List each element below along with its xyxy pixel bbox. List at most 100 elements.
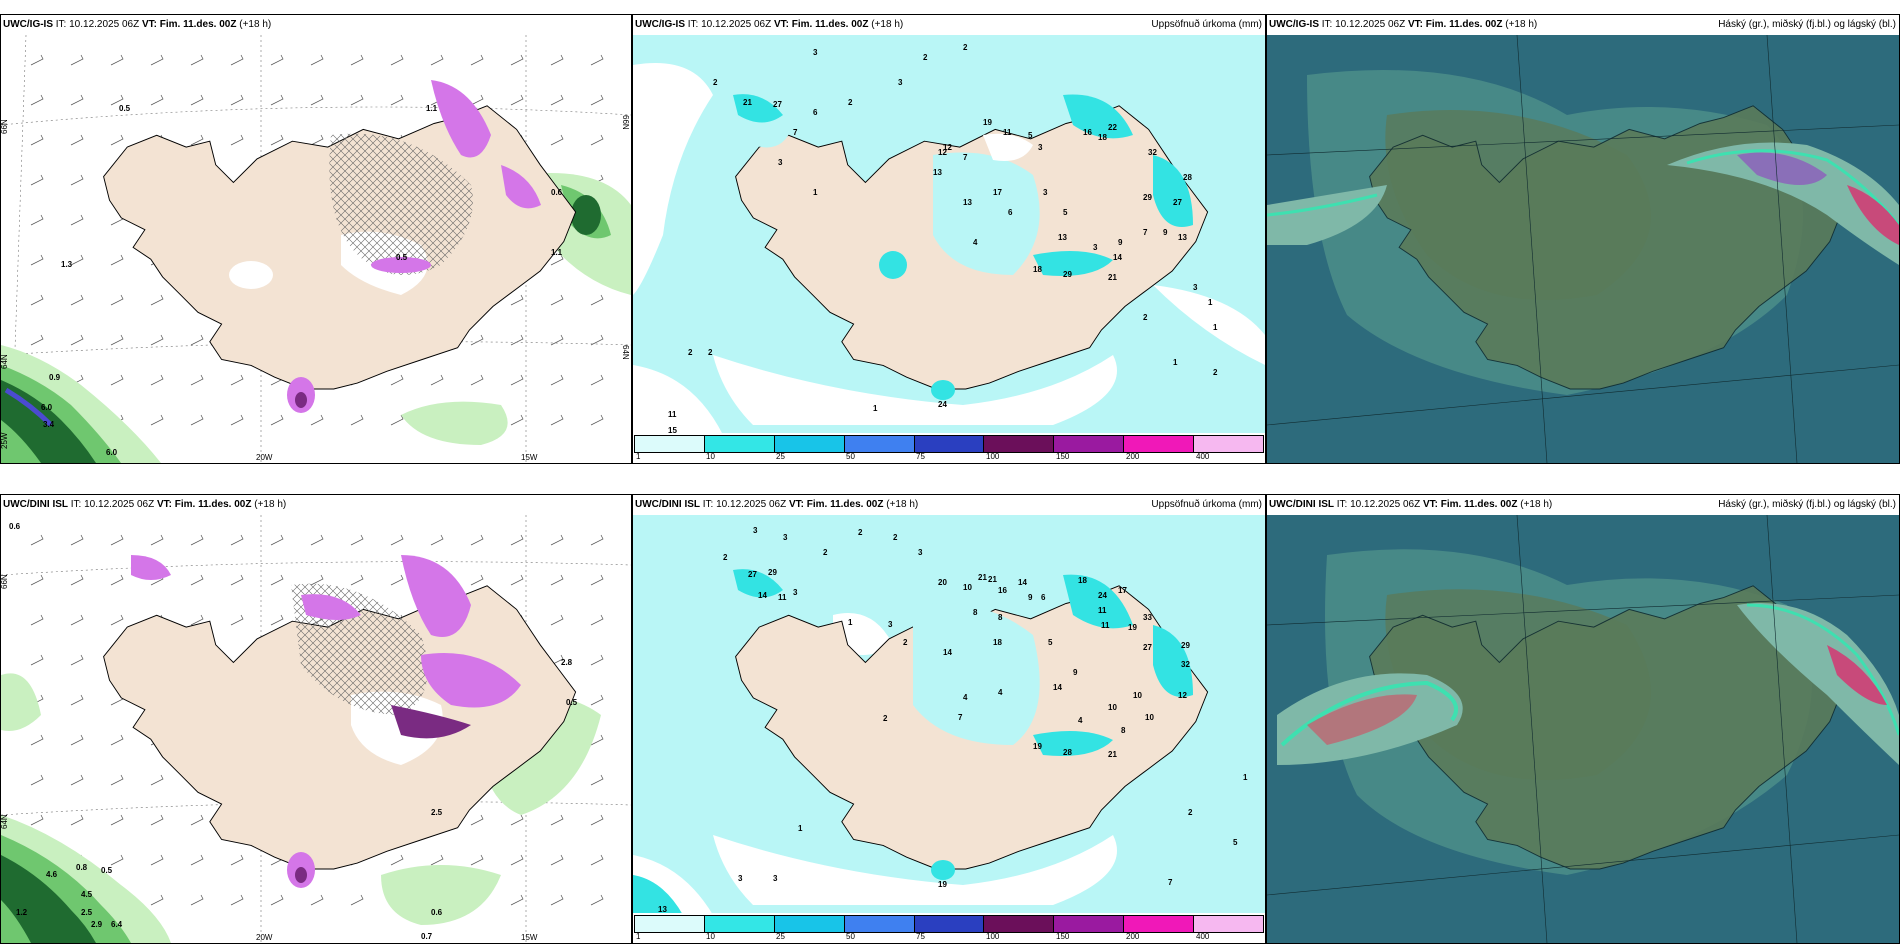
panel-header: UWC/DINI ISL IT: 10.12.2025 06Z VT: Fim.…	[1, 495, 631, 515]
it-value: 10.12.2025 06Z	[716, 499, 787, 510]
panel-header: UWC/DINI ISL IT: 10.12.2025 06Z VT: Fim.…	[1267, 495, 1899, 515]
lat-label: 64N	[1, 814, 9, 829]
precip-value: 21	[988, 575, 997, 584]
panel-top-middle-accum-precip: UWC/IG-IS IT: 10.12.2025 06Z VT: Fim. 11…	[632, 14, 1266, 464]
colorbar-tick: 100	[986, 452, 1000, 461]
value-label: 0.7	[421, 932, 433, 941]
value-label: 2.5	[81, 908, 93, 917]
colorbar-tick: 10	[706, 452, 715, 461]
lon-label: 15W	[521, 933, 538, 942]
colorbar-swatch	[635, 436, 705, 452]
panel-title: Háský (gr.), miðský (fj.bl.) og lágský (…	[1718, 19, 1896, 30]
precip-value: 27	[1173, 198, 1182, 207]
precip-value: 9	[1028, 593, 1033, 602]
value-label: 0.5	[119, 104, 131, 113]
precip-value: 15	[668, 426, 677, 435]
it-label: IT:	[687, 19, 699, 30]
colorbar-swatch	[704, 436, 775, 452]
it-label: IT:	[702, 499, 714, 510]
colorbar-swatch	[774, 436, 845, 452]
precip-value: 16	[998, 586, 1007, 595]
lat-label: 25W	[1, 432, 9, 449]
precip-value: 5	[1048, 638, 1053, 647]
precip-value: 2	[923, 53, 928, 62]
lead-time: (+18 h)	[1520, 499, 1553, 510]
precip-value: 10	[963, 583, 972, 592]
precip-value: 1	[1173, 358, 1178, 367]
precip-value: 19	[983, 118, 992, 127]
precip-value: 24	[1098, 591, 1107, 600]
precip-value: 1	[1208, 298, 1213, 307]
precip-value: 4	[963, 693, 968, 702]
value-labels: 0.5 1.1 1.3 0.9 6.0 3.4 6.0 0.5 0.6 1.1	[41, 104, 563, 457]
colorbar-tick: 25	[776, 932, 785, 941]
panel-title: Háský (gr.), miðský (fj.bl.) og lágský (…	[1718, 499, 1896, 510]
precip-value: 6	[813, 108, 818, 117]
panel-header: UWC/IG-IS IT: 10.12.2025 06Z VT: Fim. 11…	[1267, 15, 1899, 35]
precip-value: 27	[1143, 643, 1152, 652]
panel-header: UWC/DINI ISL IT: 10.12.2025 06Z VT: Fim.…	[633, 495, 1265, 515]
colorbar-tick: 50	[846, 452, 855, 461]
it-value: 10.12.2025 06Z	[701, 19, 772, 30]
vt-label: VT:	[156, 499, 172, 510]
vt-value: Fim. 11.des. 00Z	[159, 19, 237, 30]
vt-label: VT:	[1422, 499, 1438, 510]
precip-value: 14	[758, 591, 767, 600]
precip-value: 27	[748, 570, 757, 579]
precip-value: 3	[1043, 188, 1048, 197]
vt-label: VT:	[773, 19, 789, 30]
value-label: 1.1	[551, 248, 563, 257]
precip-value: 13	[933, 168, 942, 177]
colorbar-tick: 400	[1196, 932, 1210, 941]
value-label: 0.5	[101, 866, 113, 875]
it-value: 10.12.2025 06Z	[1350, 499, 1421, 510]
panel-header: UWC/IG-IS IT: 10.12.2025 06Z VT: Fim. 11…	[633, 15, 1265, 35]
lon-label: 20W	[256, 453, 273, 462]
precip-value: 5	[1028, 131, 1033, 140]
precip-value: 2	[1213, 368, 1218, 377]
precip-value: 24	[938, 400, 947, 409]
vt-value: Fim. 11.des. 00Z	[174, 499, 252, 510]
it-label: IT:	[70, 499, 82, 510]
it-label: IT:	[55, 19, 67, 30]
colorbar-swatch	[774, 916, 845, 932]
precip-value: 6	[1008, 208, 1013, 217]
precip-value: 29	[1143, 193, 1152, 202]
precip-value: 18	[1078, 576, 1087, 585]
precip-value: 2	[858, 528, 863, 537]
value-label: 0.6	[9, 522, 21, 531]
precip-value: 14	[1113, 253, 1122, 262]
precip-value: 29	[768, 568, 777, 577]
precip-value: 3	[918, 548, 923, 557]
value-label: 2.9	[91, 920, 103, 929]
value-label: 0.5	[396, 253, 408, 262]
colorbar-swatch	[914, 916, 985, 932]
precip-value: 14	[1053, 683, 1062, 692]
precip-value: 11	[1098, 606, 1107, 615]
precip-value: 21	[743, 98, 752, 107]
colorbar-swatch	[635, 916, 705, 932]
precip-value: 28	[1063, 748, 1072, 757]
vt-label: VT:	[1407, 19, 1423, 30]
panel-top-right-cloud-cover: UWC/IG-IS IT: 10.12.2025 06Z VT: Fim. 11…	[1266, 14, 1900, 464]
precip-value: 3	[778, 158, 783, 167]
precip-value: 33	[1143, 613, 1152, 622]
precip-value: 19	[1033, 742, 1042, 751]
value-label: 3.4	[43, 420, 55, 429]
panel-bottom-right-cloud-cover: UWC/DINI ISL IT: 10.12.2025 06Z VT: Fim.…	[1266, 494, 1900, 944]
precip-value: 14	[1018, 578, 1027, 587]
precip-value: 21	[1108, 750, 1117, 759]
colorbar-tick: 150	[1056, 932, 1070, 941]
model-name: UWC/IG-IS	[3, 19, 53, 30]
vt-value: Fim. 11.des. 00Z	[806, 499, 884, 510]
panel-top-left-precip-type: UWC/IG-IS IT: 10.12.2025 06Z VT: Fim. 11…	[0, 14, 632, 464]
vt-value: Fim. 11.des. 00Z	[1440, 499, 1518, 510]
precip-value: 2	[883, 714, 888, 723]
precip-value: 18	[1098, 133, 1107, 142]
precip-colorbar: 1 10 25 50 75 100 150 200 400	[633, 433, 1265, 463]
precip-value: 2	[688, 348, 693, 357]
precip-value: 8	[1121, 726, 1126, 735]
value-label: 0.8	[76, 863, 88, 872]
precip-value: 3	[738, 874, 743, 883]
precip-value: 2	[708, 348, 713, 357]
